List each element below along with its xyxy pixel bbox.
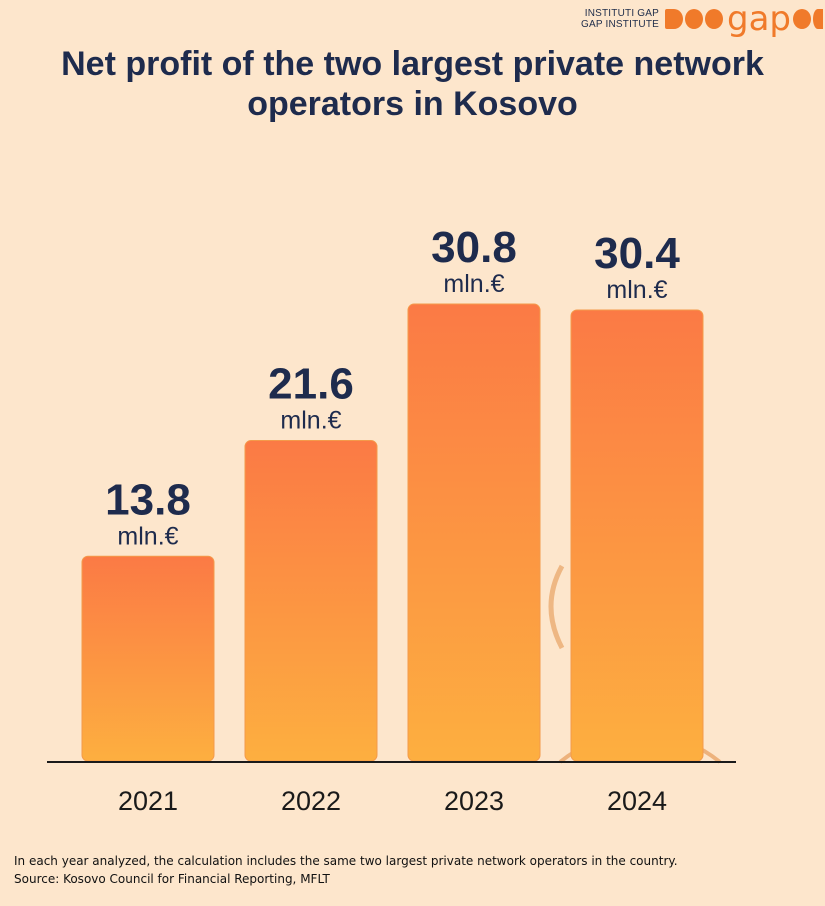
unit-label-2023: mln.€ <box>443 270 504 298</box>
footnote: In each year analyzed, the calculation i… <box>14 852 814 888</box>
x-tick-label-2022: 2022 <box>281 786 341 816</box>
bar-2022 <box>244 440 378 762</box>
logo-dot-icon <box>705 9 723 29</box>
bar-chart: 13.8mln.€202121.6mln.€202230.8mln.€20233… <box>47 223 736 816</box>
unit-label-2021: mln.€ <box>117 522 178 550</box>
unit-label-2024: mln.€ <box>606 276 667 304</box>
footnote-source: Source: Kosovo Council for Financial Rep… <box>14 872 330 886</box>
gap-institute-logo: INSTITUTI GAP GAP INSTITUTE gap <box>581 0 825 39</box>
logo-line-1: INSTITUTI GAP <box>584 8 659 19</box>
bar-2021 <box>81 555 215 762</box>
x-tick-label-2023: 2023 <box>444 786 504 816</box>
logo-dot-icon <box>813 9 823 29</box>
x-tick-label-2021: 2021 <box>118 786 178 816</box>
logo-line-2: GAP INSTITUTE <box>581 19 659 30</box>
logo-text: INSTITUTI GAP GAP INSTITUTE <box>581 8 659 30</box>
footnote-note: In each year analyzed, the calculation i… <box>14 854 678 868</box>
value-label-2022: 21.6 <box>268 360 354 409</box>
value-label-2021: 13.8 <box>105 475 191 524</box>
logo-dot-icon <box>793 9 811 29</box>
logo-wordmark: gap <box>727 0 791 39</box>
logo-dot-icon <box>665 9 683 29</box>
unit-label-2022: mln.€ <box>280 407 341 435</box>
bar-2023 <box>407 303 541 762</box>
value-label-2023: 30.8 <box>431 223 517 272</box>
chart-title: Net profit of the two largest private ne… <box>61 45 764 123</box>
logo-mark: gap <box>665 0 825 39</box>
bar-2024 <box>570 309 704 762</box>
logo-dot-icon <box>685 9 703 29</box>
value-label-2024: 30.4 <box>594 229 680 278</box>
x-tick-label-2024: 2024 <box>607 786 667 816</box>
